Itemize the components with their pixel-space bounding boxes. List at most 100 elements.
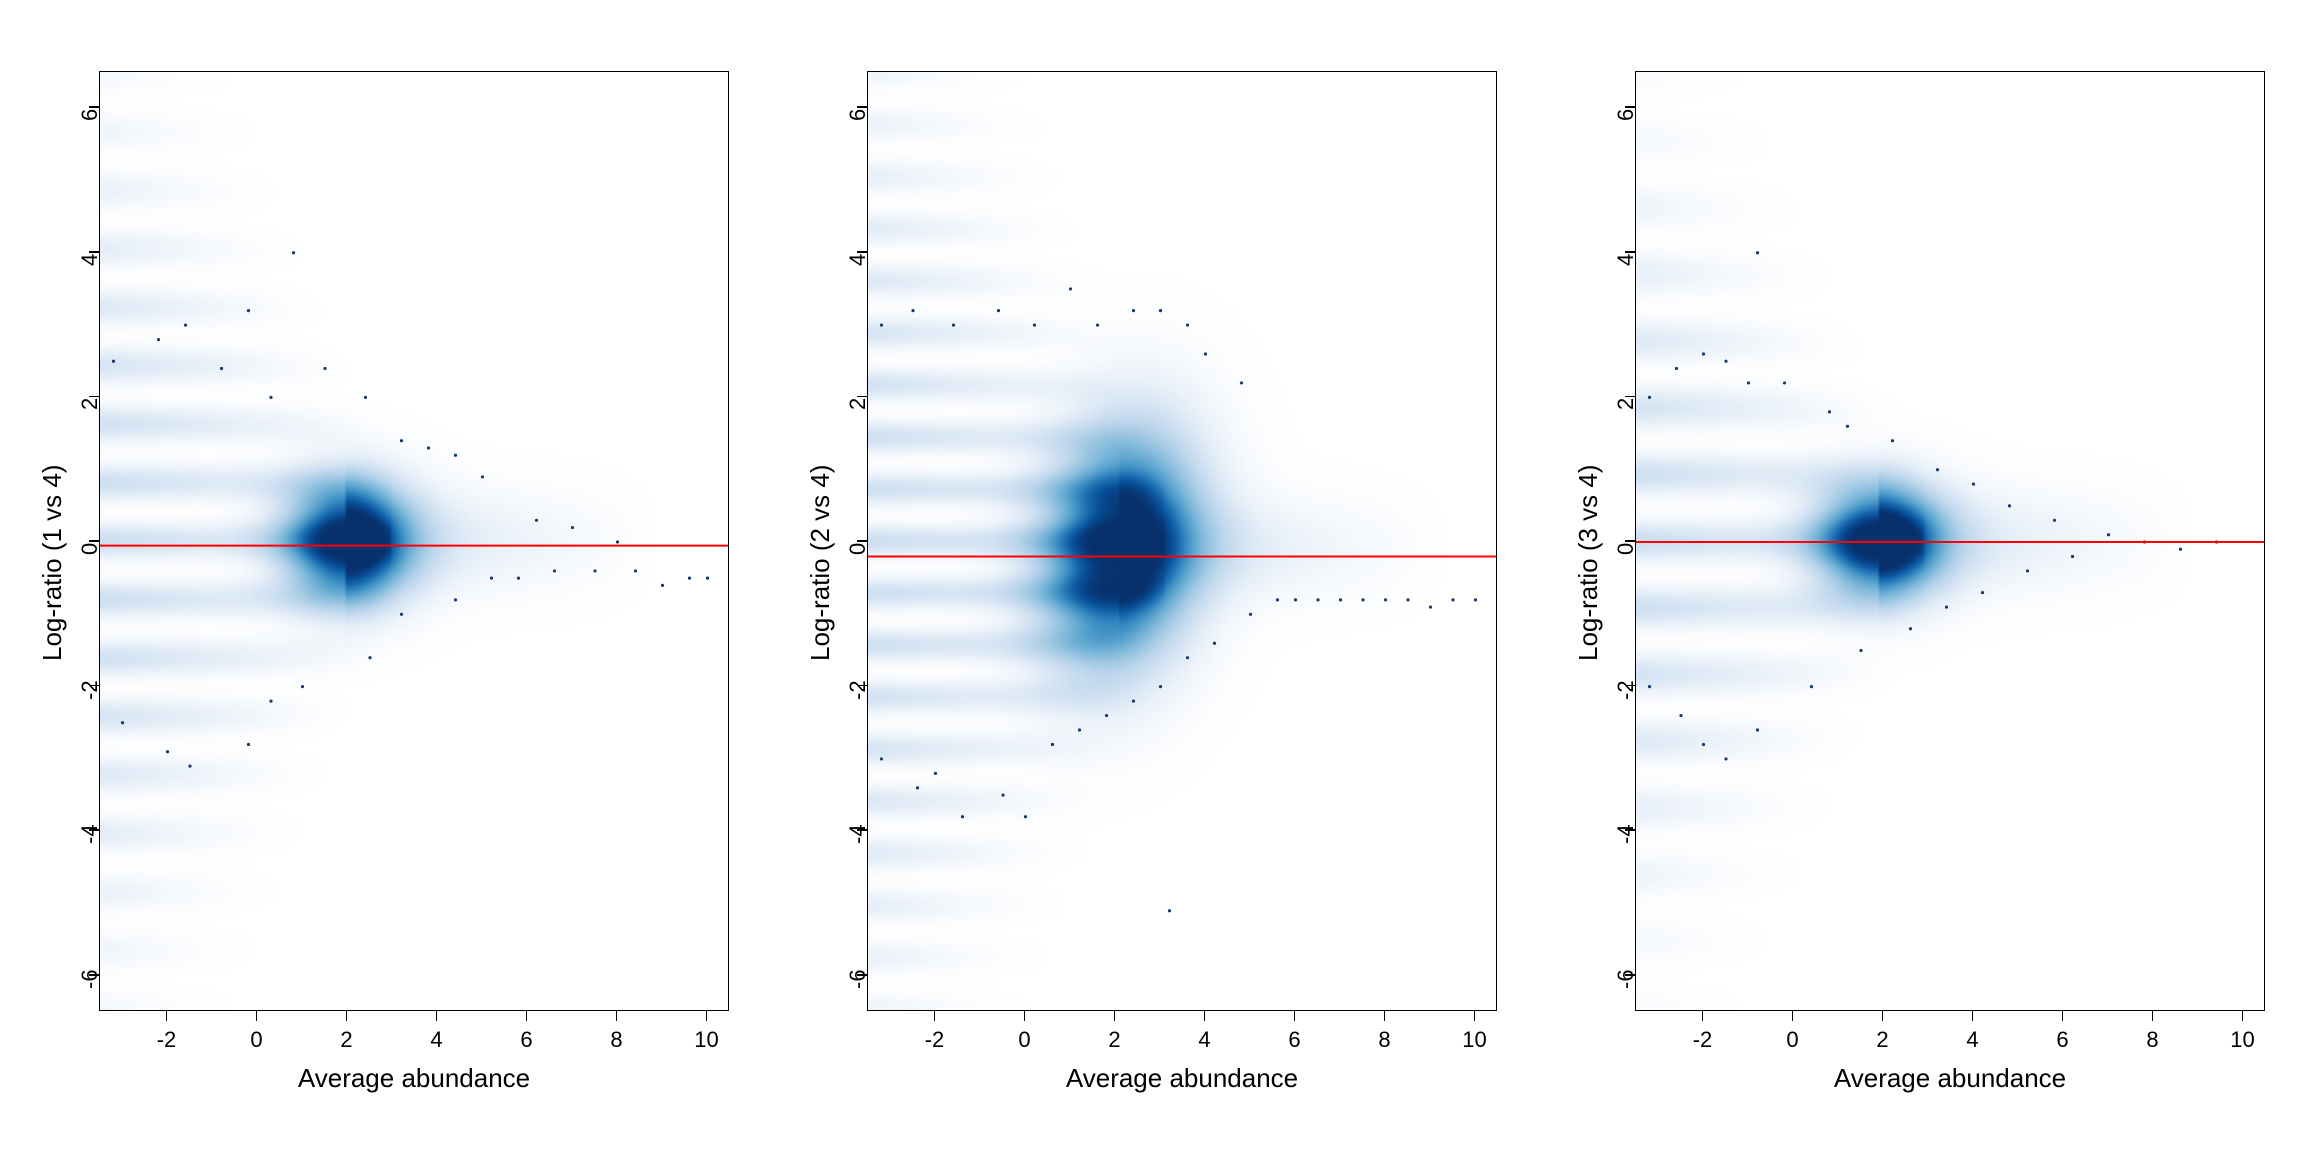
outlier-point [961,815,964,818]
x-tick-label: 10 [1455,1027,1495,1053]
x-tick-label: 2 [1863,1027,1903,1053]
y-tick-label: 0 [77,543,103,555]
overlay-svg [868,72,1497,1011]
y-tick-label: 2 [77,398,103,410]
outlier-point [997,309,1000,312]
outlier-point [368,656,371,659]
outlier-point [1159,309,1162,312]
y-tick-label: -4 [1613,825,1639,845]
x-tick-label: -2 [915,1027,955,1053]
y-tick-label: -6 [845,969,871,989]
overlay-svg [100,72,729,1011]
outlier-point [400,439,403,442]
y-tick-label: 2 [1613,398,1639,410]
x-tick-label: 8 [597,1027,637,1053]
outlier-point [1909,627,1912,630]
outlier-point [2179,548,2182,551]
outlier-point [880,323,883,326]
outlier-point [269,396,272,399]
outlier-point [427,446,430,449]
outlier-point [616,540,619,543]
outlier-point [1783,381,1786,384]
outlier-point [1276,598,1279,601]
outlier-point [1747,381,1750,384]
outlier-point [1648,396,1651,399]
outlier-point [220,367,223,370]
y-tick-label: -2 [77,680,103,700]
panel-1: -20246810-6-4-20246Average abundanceLog-… [14,16,754,1136]
outlier-point [1078,728,1081,731]
y-tick-label: 6 [845,109,871,121]
outlier-point [1024,815,1027,818]
y-tick-mark [89,251,99,253]
x-tick-mark [256,1011,258,1021]
outlier-point [1213,642,1216,645]
y-tick-mark [1625,251,1635,253]
x-tick-mark [1972,1011,1974,1021]
y-tick-label: 4 [1613,254,1639,266]
outlier-point [247,309,250,312]
x-tick-mark [166,1011,168,1021]
outlier-point [1981,591,1984,594]
y-axis-label: Log-ratio (3 vs 4) [1573,464,1604,661]
outlier-point [880,757,883,760]
y-tick-label: -2 [1613,680,1639,700]
outlier-point [1675,367,1678,370]
outlier-point [454,454,457,457]
x-tick-label: 4 [1953,1027,1993,1053]
outlier-point [1186,656,1189,659]
panel-3: -20246810-6-4-20246Average abundanceLog-… [1550,16,2290,1136]
outlier-point [1361,598,1364,601]
plot-area [1635,71,2265,1011]
outlier-point [688,577,691,580]
outlier-point [916,786,919,789]
outlier-point [1429,605,1432,608]
outlier-point [1810,685,1813,688]
outlier-point [1132,309,1135,312]
x-tick-label: 0 [237,1027,277,1053]
plot-area [867,71,1497,1011]
x-tick-mark [1204,1011,1206,1021]
outlier-point [1451,598,1454,601]
outlier-point [706,577,709,580]
outlier-point [1316,598,1319,601]
x-tick-mark [616,1011,618,1021]
y-tick-label: -4 [77,825,103,845]
outlier-point [571,526,574,529]
outlier-point [535,519,538,522]
outlier-point [1859,649,1862,652]
y-tick-label: 0 [1613,543,1639,555]
outlier-point [166,750,169,753]
outlier-point [1339,598,1342,601]
outlier-point [1132,699,1135,702]
x-tick-mark [2242,1011,2244,1021]
y-tick-mark [857,106,867,108]
outlier-point [1648,685,1651,688]
outlier-point [553,569,556,572]
outlier-point [517,577,520,580]
outlier-point [188,765,191,768]
outlier-point [1972,483,1975,486]
x-tick-label: 0 [1773,1027,1813,1053]
x-tick-mark [1294,1011,1296,1021]
outlier-point [1474,598,1477,601]
x-tick-label: 8 [1365,1027,1405,1053]
outlier-point [1294,598,1297,601]
outlier-point [1159,685,1162,688]
y-tick-label: 2 [845,398,871,410]
outlier-point [952,323,955,326]
outlier-point [2107,533,2110,536]
x-tick-mark [526,1011,528,1021]
outlier-point [1249,613,1252,616]
outlier-point [1679,714,1682,717]
x-axis-label: Average abundance [1635,1063,2265,1094]
figure-container: -2 0 2 4 6 8 10 -6 -4 -2 0 2 4 6 Average abundance Log-… [0,0,2304,1152]
y-tick-label: 6 [1613,109,1639,121]
x-tick-mark [706,1011,708,1021]
x-tick-label: 2 [327,1027,367,1053]
outlier-point [934,772,937,775]
outlier-point [269,699,272,702]
outlier-point [1033,323,1036,326]
outlier-point [2026,569,2029,572]
outlier-point [1945,605,1948,608]
